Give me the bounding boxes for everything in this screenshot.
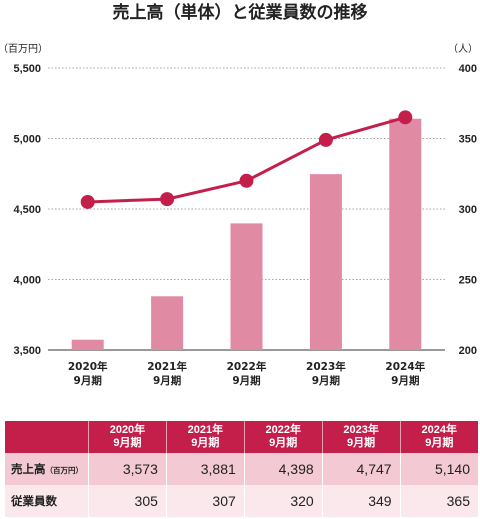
- line-point: [239, 173, 254, 188]
- table-header-row: 2020年 9月期 2021年 9月期 2022年 9月期 2023年 9月期 2024…: [5, 421, 478, 453]
- x-tick-label: 2024年: [385, 360, 425, 373]
- left-tick-label: 5,000: [13, 134, 41, 146]
- right-tick-label: 200: [459, 345, 477, 357]
- axis-ticks: 3,500 4,000 4,500 5,000 5,500 200 250 300 350 400: [13, 63, 477, 357]
- table-cell: 4,747: [321, 453, 401, 485]
- table-header-2023: 2023年 9月期: [321, 421, 401, 453]
- table-cell: 3,881: [165, 453, 245, 485]
- bar: [389, 118, 422, 350]
- x-tick-label: 9月期: [312, 374, 340, 387]
- left-axis-unit: （百万円）: [0, 43, 48, 55]
- table-header-2022: 2022年 9月期: [243, 421, 323, 453]
- table-cell: 5,140: [399, 453, 478, 485]
- bars: [71, 118, 422, 350]
- right-tick-label: 350: [459, 134, 477, 146]
- x-tick-label: 9月期: [391, 374, 419, 387]
- bar: [151, 296, 184, 350]
- x-tick-label: 2023年: [306, 360, 346, 373]
- table-cell: 305: [88, 485, 167, 517]
- table-cell: 4,398: [243, 453, 323, 485]
- line-point: [160, 192, 175, 207]
- x-tick-label: 2022年: [227, 360, 267, 373]
- table-cell: 349: [321, 485, 401, 517]
- table-header-2021: 2021年 9月期: [165, 421, 245, 453]
- x-tick-label: 9月期: [74, 374, 102, 387]
- table-row-employees: 従業員数 305 307 320 349 365: [5, 485, 478, 517]
- table-cell: 365: [399, 485, 478, 517]
- row-label-sales: 売上高（百万円）: [5, 453, 89, 485]
- x-tick-label: 2020年: [68, 360, 108, 373]
- x-tick-label: 9月期: [232, 374, 260, 387]
- right-axis-unit: （人）: [448, 43, 478, 55]
- table-cell: 320: [243, 485, 323, 517]
- line-point: [398, 110, 413, 125]
- right-tick-label: 400: [459, 63, 477, 75]
- bar: [71, 339, 104, 350]
- table-header-2020: 2020年 9月期: [88, 421, 167, 453]
- data-table: 2020年 9月期 2021年 9月期 2022年 9月期 2023年 9月期 2024…: [5, 421, 478, 517]
- line-point: [318, 132, 333, 147]
- left-tick-label: 4,000: [13, 275, 41, 287]
- table-corner: [5, 421, 89, 453]
- table-cell: 3,573: [88, 453, 167, 485]
- left-tick-label: 5,500: [13, 63, 41, 75]
- table-cell: 307: [165, 485, 245, 517]
- x-tick-label: 2021年: [147, 360, 187, 373]
- chart-title: 売上高（単体）と従業員数の推移: [113, 2, 368, 23]
- x-tick-label: 9月期: [153, 374, 181, 387]
- row-label-employees: 従業員数: [5, 485, 89, 517]
- table-header-2024: 2024年 9月期: [399, 421, 478, 453]
- left-tick-label: 3,500: [13, 345, 41, 357]
- bar: [309, 174, 342, 350]
- line-path: [87, 115, 406, 204]
- left-tick-label: 4,500: [13, 204, 41, 216]
- bar: [230, 223, 263, 350]
- right-tick-label: 250: [459, 275, 477, 287]
- table-row-sales: 売上高（百万円） 3,573 3,881 4,398 4,747 5,140: [5, 453, 478, 485]
- line-point: [80, 194, 95, 209]
- chart: 売上高（単体）と従業員数の推移 （百万円） （人） 3,500 4,000 4,50…: [0, 2, 478, 387]
- employee-line: [80, 110, 413, 209]
- right-tick-label: 300: [459, 204, 477, 216]
